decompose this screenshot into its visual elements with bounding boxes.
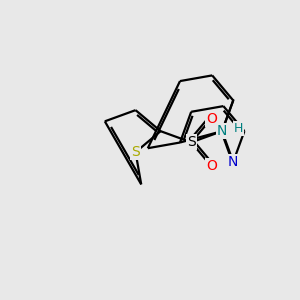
Text: N: N <box>217 124 227 138</box>
Text: S: S <box>131 145 140 159</box>
Text: H: H <box>233 122 243 135</box>
Text: N: N <box>228 155 238 169</box>
Text: O: O <box>206 159 217 173</box>
Text: S: S <box>187 135 196 149</box>
Text: O: O <box>206 112 217 126</box>
